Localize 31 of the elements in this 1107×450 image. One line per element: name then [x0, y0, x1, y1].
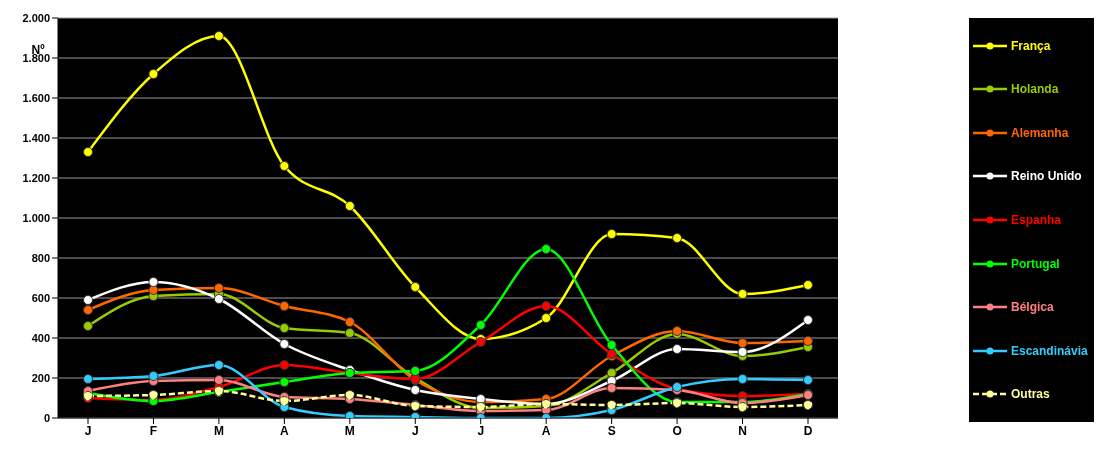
x-tick-label: D	[803, 423, 813, 438]
x-tick-label: A	[541, 423, 551, 438]
y-tick-label: 1.600	[22, 91, 50, 104]
x-tick-label: M	[213, 423, 224, 438]
y-tick-label: 1.400	[22, 131, 50, 144]
x-tick-label: F	[149, 423, 158, 438]
x-tick-label: A	[280, 423, 290, 438]
legend-label: Holanda	[1011, 82, 1059, 97]
legend-label: Escandinávia	[1011, 343, 1088, 358]
y-tick-label: 600	[31, 291, 50, 304]
y-tick-label: 1.200	[22, 171, 50, 184]
y-tick-label: 200	[31, 371, 50, 384]
legend-label: Bélgica	[1011, 300, 1054, 315]
legend-label: Portugal	[1011, 256, 1060, 271]
x-tick-label: J	[84, 423, 92, 438]
y-tick-label: 800	[31, 251, 50, 264]
y-tick-label: 1.000	[22, 211, 50, 224]
y-tick-label: 400	[31, 331, 50, 344]
x-tick-label: S	[607, 423, 616, 438]
x-tick-label: J	[477, 423, 485, 438]
x-tick-label: N	[738, 423, 747, 438]
legend-label: França	[1011, 38, 1051, 53]
legend-label: Espanha	[1011, 212, 1062, 227]
x-tick-label: O	[672, 423, 682, 438]
legend-label: Outras	[1011, 387, 1050, 402]
x-tick-label: M	[344, 423, 355, 438]
y-tick-label: 2.000	[22, 11, 50, 24]
x-tick-label: J	[411, 423, 419, 438]
legend-label: Reino Unido	[1011, 169, 1082, 184]
legend-label: Alemanha	[1011, 125, 1069, 140]
y-tick-label: 0	[43, 411, 50, 424]
